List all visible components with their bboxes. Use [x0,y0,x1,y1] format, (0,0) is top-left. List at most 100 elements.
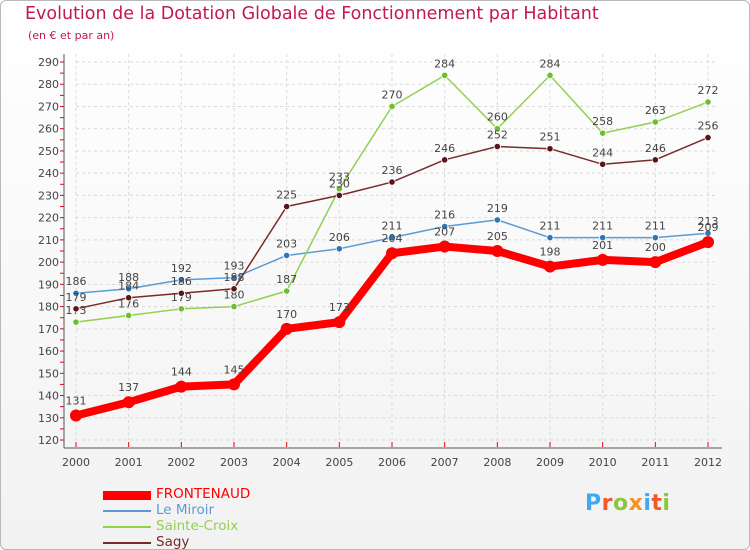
data-label-sainte-croix: 180 [224,289,245,302]
data-label-le-miroir: 193 [224,260,245,273]
x-tick-label-2000: 2000 [62,456,90,469]
x-tick-label-2005: 2005 [325,456,353,469]
data-label-frontenaud: 205 [487,230,508,243]
x-tick-label-2010: 2010 [589,456,617,469]
data-label-sainte-croix: 284 [540,57,561,70]
data-label-frontenaud: 144 [171,366,192,379]
y-tick-label-160: 160 [38,345,59,358]
chart-subtitle: (en € et par an) [28,29,115,42]
data-label-sagy: 252 [487,128,508,141]
y-tick-label-210: 210 [38,234,59,247]
logo-letter: o [612,491,629,516]
data-label-le-miroir: 211 [382,220,403,233]
data-point-sagy [546,145,554,153]
y-tick-label-270: 270 [38,100,59,113]
data-point-le-miroir [388,234,396,242]
y-tick-label-250: 250 [38,145,59,158]
data-label-frontenaud: 137 [118,381,139,394]
legend-label-frontenaud: FRONTENAUD [156,486,251,502]
y-tick-label-230: 230 [38,189,59,202]
data-label-frontenaud: 131 [66,395,87,408]
data-point-frontenaud [280,322,293,335]
data-point-sainte-croix [704,98,712,106]
data-label-sagy: 244 [592,146,613,159]
data-point-sainte-croix [651,118,659,126]
data-label-sagy: 246 [434,142,455,155]
data-label-sagy: 251 [540,131,561,144]
x-tick-label-2002: 2002 [167,456,195,469]
data-point-sagy [335,191,343,200]
y-tick-label-290: 290 [38,56,59,69]
data-point-le-miroir [72,289,80,297]
x-tick-label-2011: 2011 [641,456,669,469]
data-label-le-miroir: 188 [118,271,139,284]
data-label-frontenaud: 207 [434,226,455,239]
data-point-sainte-croix [230,302,238,311]
data-label-le-miroir: 213 [698,215,719,228]
x-tick-label-2009: 2009 [536,456,564,469]
x-tick-label-2007: 2007 [431,456,459,469]
data-point-sainte-croix [177,305,185,313]
data-label-frontenaud: 173 [329,301,350,314]
data-point-le-miroir [230,274,238,282]
data-point-le-miroir [335,245,343,253]
data-label-sagy: 186 [171,275,192,288]
y-tick-label-140: 140 [38,390,59,403]
chart-title: Evolution de la Dotation Globale de Fonc… [25,4,599,24]
data-label-sagy: 236 [382,164,403,177]
x-tick-label-2006: 2006 [378,456,406,469]
data-point-frontenaud [649,256,662,269]
data-label-frontenaud: 201 [592,239,613,252]
x-tick-label-2012: 2012 [694,456,722,469]
data-point-sainte-croix [493,125,501,133]
data-point-frontenaud [544,260,556,273]
x-tick-label-2004: 2004 [273,456,301,469]
data-point-frontenaud [386,247,398,260]
data-point-sagy [599,160,607,168]
data-label-sagy: 179 [66,291,87,304]
data-point-sagy [177,289,185,297]
logo-letter: P [585,491,602,516]
data-point-le-miroir [546,234,554,242]
data-label-le-miroir: 186 [66,275,87,288]
legend-label-le-miroir: Le Miroir [156,502,215,518]
data-point-sagy [704,134,712,142]
data-label-sagy: 256 [698,120,719,133]
data-point-le-miroir [599,234,607,242]
data-label-sagy: 246 [645,142,666,155]
y-tick-label-150: 150 [38,367,59,380]
y-tick-label-280: 280 [38,78,59,91]
x-tick-label-2003: 2003 [220,456,248,469]
data-label-frontenaud: 145 [224,363,245,376]
legend-label-sagy: Sagy [156,534,190,550]
logo-letter: i [643,491,652,516]
data-label-sainte-croix: 258 [592,115,613,128]
data-label-sainte-croix: 284 [434,57,455,70]
data-label-sainte-croix: 270 [382,88,403,101]
data-point-sainte-croix [599,129,607,137]
data-label-le-miroir: 219 [487,202,508,215]
data-label-sainte-croix: 233 [329,171,350,184]
data-point-frontenaud [175,380,188,393]
data-label-frontenaud: 198 [540,246,561,259]
legend-swatch-sainte-croix [103,526,151,528]
data-point-le-miroir [283,251,291,260]
y-tick-label-180: 180 [38,301,59,314]
y-tick-label-120: 120 [38,434,59,447]
data-label-frontenaud: 200 [645,241,666,254]
data-label-sainte-croix: 187 [276,273,297,286]
legend-label-sainte-croix: Sainte-Croix [156,518,239,534]
logo-letter: t [651,491,663,516]
data-point-sagy [651,156,659,164]
data-point-le-miroir [441,222,449,231]
data-point-le-miroir [493,216,501,224]
data-point-sagy [388,178,396,186]
y-tick-label-170: 170 [38,323,59,336]
data-point-sainte-croix [388,102,396,111]
logo-letter: r [601,491,613,516]
data-point-sainte-croix [125,311,133,320]
data-label-le-miroir: 192 [171,262,192,275]
data-point-frontenaud [596,253,609,266]
data-label-le-miroir: 203 [276,237,297,250]
